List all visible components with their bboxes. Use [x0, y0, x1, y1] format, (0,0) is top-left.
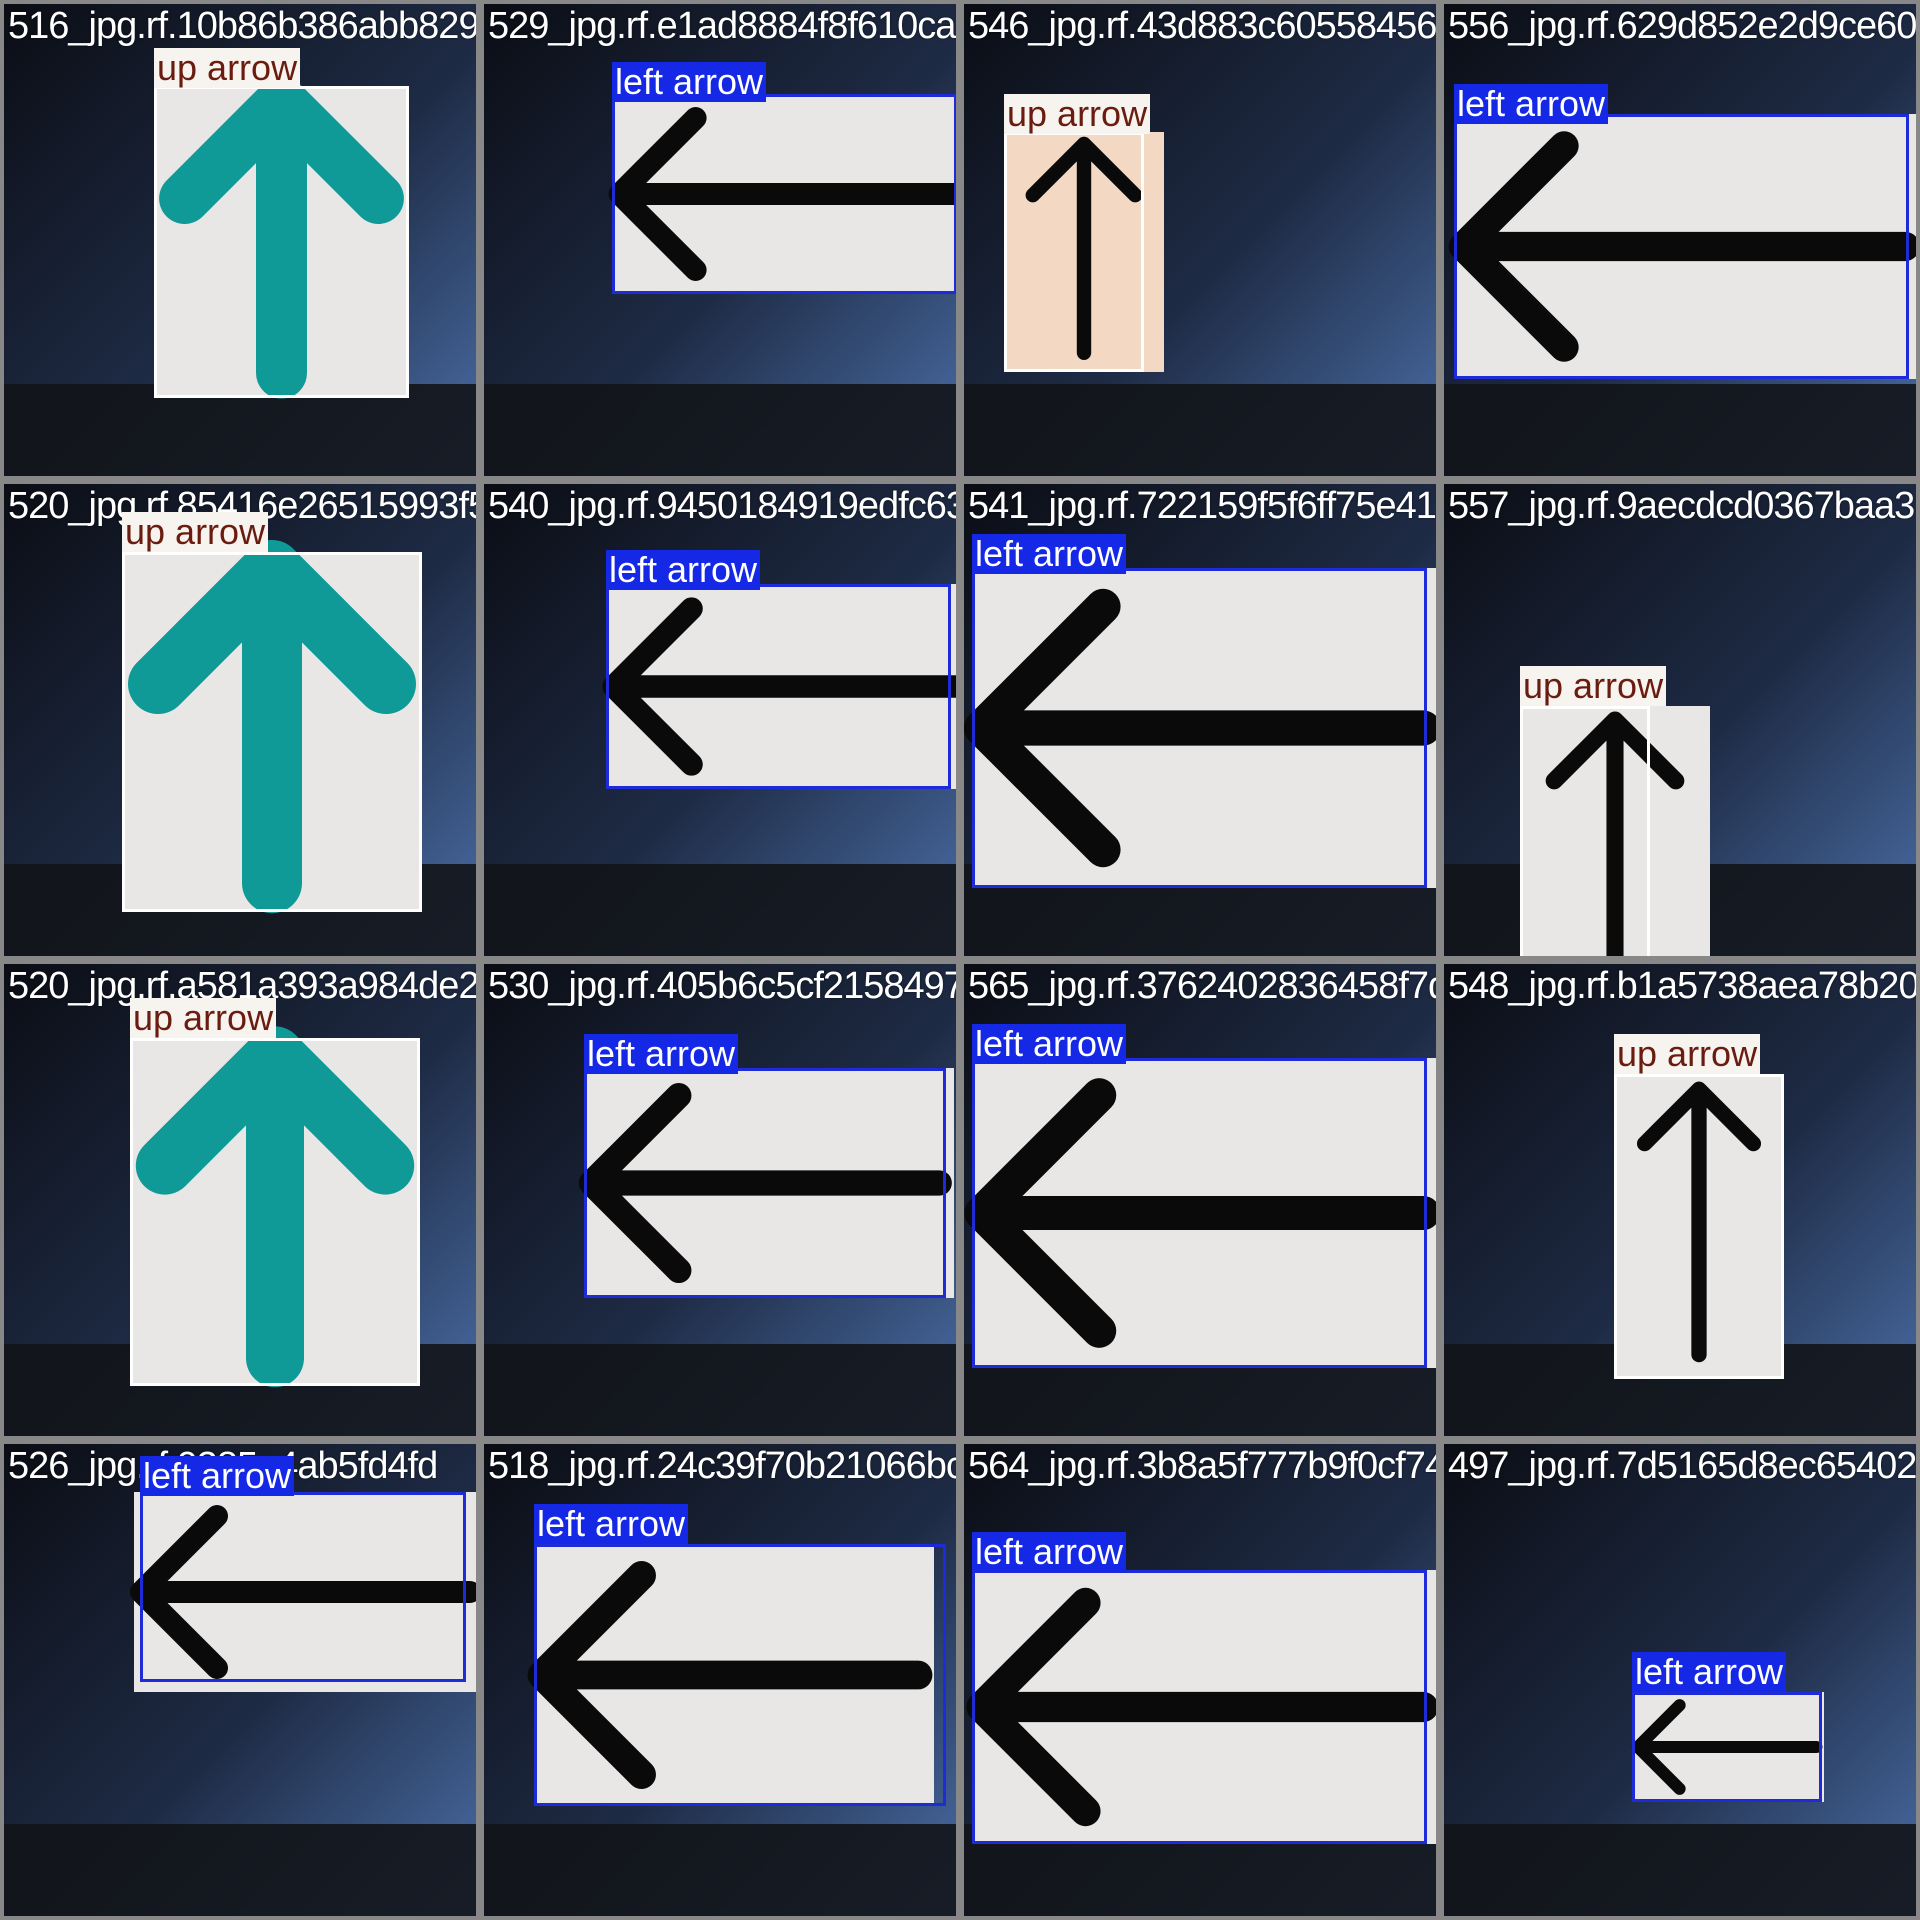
photo-scene: [1444, 4, 1916, 476]
left-arrow-icon: [602, 597, 956, 776]
left-arrow-icon: [1631, 1699, 1823, 1795]
left-arrow-icon: [1448, 131, 1916, 362]
detection-box: [584, 1068, 946, 1298]
photo-scene: [1444, 484, 1916, 956]
left-arrow-icon: [964, 1078, 1436, 1348]
class-label: left arrow: [1454, 84, 1609, 124]
photo-scene: [964, 4, 1436, 476]
detection-box: [1614, 1074, 1784, 1379]
up-arrow-icon: [1636, 1081, 1762, 1363]
detection-box: [606, 584, 951, 789]
left-arrow-icon: [578, 1082, 952, 1284]
detection-box: [534, 1544, 946, 1806]
class-label: left arrow: [606, 550, 761, 590]
image-tile: 526_jpg.rf.0385a4ab5fd4fdleft arrow: [0, 1440, 480, 1920]
filename-label: 557_jpg.rf.9aecdcd0367baa3: [1448, 485, 1915, 527]
up-arrow-icon: [1545, 711, 1685, 956]
left-arrow-icon: [964, 588, 1436, 868]
filename-label: 497_jpg.rf.7d5165d8ec65402: [1448, 1445, 1917, 1487]
image-tile: 520_jpg.rf.a581a393a984de25 up arrow: [0, 960, 480, 1440]
detection-box: [972, 568, 1427, 888]
filename-label: 548_jpg.rf.b1a5738aea78b20: [1448, 965, 1919, 1007]
filename-label: 530_jpg.rf.405b6c5cf21584975: [488, 965, 960, 1007]
detection-box: [972, 1570, 1427, 1844]
filename-label: 564_jpg.rf.3b8a5f777b9f0cf74: [968, 1445, 1440, 1487]
filename-label: 518_jpg.rf.24c39f70b21066bc: [488, 1445, 960, 1487]
up-arrow-icon: [128, 540, 416, 914]
class-label: up arrow: [122, 512, 269, 552]
detection-box: [154, 86, 409, 398]
left-arrow-icon: [527, 1561, 933, 1789]
up-arrow-icon: [159, 76, 404, 399]
class-label: left arrow: [972, 534, 1127, 574]
class-label: up arrow: [1614, 1034, 1761, 1074]
class-label: up arrow: [1004, 94, 1151, 134]
class-label: left arrow: [584, 1034, 739, 1074]
filename-label: 565_jpg.rf.3762402836458f7d: [968, 965, 1440, 1007]
image-tile: 516_jpg.rf.10b86b386abb82929 up arrow: [0, 0, 480, 480]
class-label: up arrow: [130, 998, 277, 1038]
class-label: left arrow: [1632, 1652, 1787, 1692]
up-arrow-icon: [1025, 136, 1143, 360]
filename-label: 529_jpg.rf.e1ad8884f8f610ca6f: [488, 5, 960, 47]
left-arrow-icon: [966, 1587, 1436, 1827]
up-arrow-icon: [135, 1026, 415, 1388]
filename-label: 540_jpg.rf.9450184919edfc63a: [488, 485, 960, 527]
class-label: up arrow: [154, 48, 301, 88]
detection-box: [1454, 114, 1909, 379]
detection-box: [972, 1058, 1427, 1368]
detection-box: [612, 94, 956, 294]
image-tile: 520_jpg.rf.85416e26515993f5 up arrow: [0, 480, 480, 960]
class-label: left arrow: [972, 1024, 1127, 1064]
class-label: left arrow: [534, 1504, 689, 1544]
class-label: up arrow: [1520, 666, 1667, 706]
filename-label: 556_jpg.rf.629d852e2d9ce60f: [1448, 5, 1920, 47]
detection-box: [130, 1038, 420, 1386]
photo-scene: [4, 964, 476, 1436]
filename-label: 546_jpg.rf.43d883c605584565: [968, 5, 1440, 47]
class-label: left arrow: [612, 62, 767, 102]
photo-scene: [964, 1444, 1436, 1916]
photo-scene: [4, 484, 476, 956]
filename-label: 516_jpg.rf.10b86b386abb82929: [8, 5, 480, 47]
left-arrow-icon: [608, 107, 956, 281]
filename-label: 541_jpg.rf.722159f5f6ff75e419: [968, 485, 1440, 527]
class-label: left arrow: [140, 1456, 295, 1496]
photo-scene: [484, 4, 956, 476]
detection-box: [122, 552, 422, 912]
detection-box: [1520, 706, 1650, 956]
detection-box: [140, 1492, 466, 1682]
detection-box: [1004, 132, 1144, 372]
detection-box: [1632, 1692, 1822, 1802]
class-label: left arrow: [972, 1532, 1127, 1572]
photo-scene: [484, 1444, 956, 1916]
